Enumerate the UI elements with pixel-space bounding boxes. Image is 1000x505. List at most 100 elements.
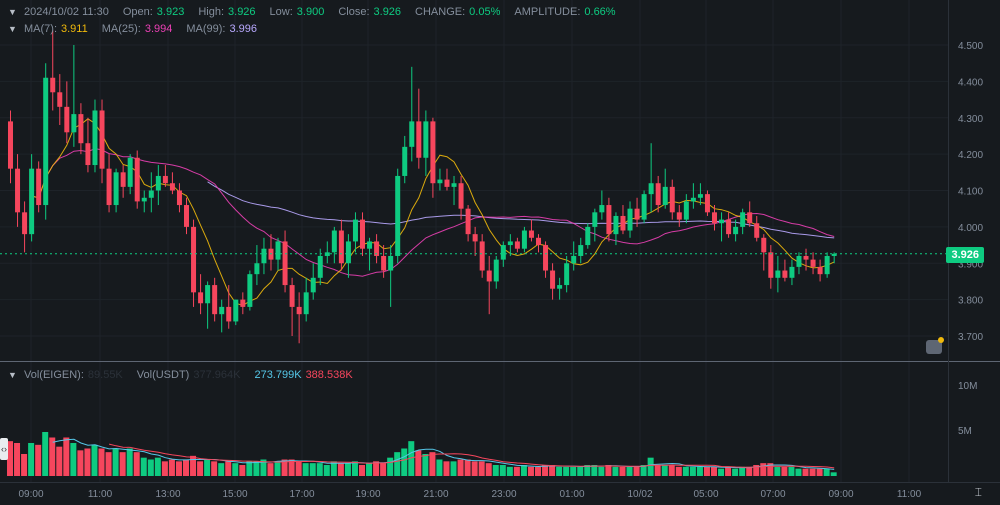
open-label: Open: [122,6,153,18]
chart-settings-button[interactable] [926,340,942,354]
volume-bar [612,466,619,476]
volume-bar [63,437,70,476]
volume-bar [767,463,774,476]
volume-ma-path [108,443,835,469]
low-value: 3.900 [296,6,325,18]
candle-body [254,263,260,275]
collapse-caret-icon[interactable]: ▼ [8,7,17,17]
volume-bar [429,452,436,476]
candle-body [141,197,147,202]
candle-body [22,212,28,235]
volume-bar [42,432,49,476]
volume-bar [422,454,429,476]
volume-bar [394,452,401,476]
candle-body [831,253,837,256]
time-tick-label: 11:00 [897,489,922,500]
volume-bar [330,461,337,476]
time-tick-label: 10/02 [627,489,652,500]
drag-handle-icon[interactable]: ‹› [0,438,8,460]
price-tick-label: 4.500 [958,41,983,52]
candle-body [8,121,13,169]
volume-bar [147,459,154,476]
candle-body [585,226,591,246]
price-axis[interactable]: 4.500 4.400 4.300 4.200 4.100 4.000 3.900 3.800… [958,41,983,343]
candle-body [416,121,422,158]
price-tick-label: 3.900 [958,259,983,270]
candle-body [704,194,710,213]
volume-tick-label: 5M [958,426,972,437]
price-tick-label: 4.000 [958,223,983,234]
volume-bar [133,452,140,476]
candle-body [465,208,471,235]
candle-body [106,168,112,206]
candle-body [536,237,541,246]
volume-bar [295,461,302,476]
volume-bar [380,463,387,476]
candle-body [282,241,288,286]
volume-bar [781,466,788,476]
candle-body [360,219,365,249]
candle-body [205,285,211,304]
volume-bar [802,468,809,476]
candle-body [571,255,577,264]
volume-axis: 10M 5M [958,381,977,437]
candle-body [550,270,556,289]
time-tick-label: 19:00 [355,489,380,500]
candle-body [669,186,675,213]
candle-body [796,255,802,267]
volume-bar [28,443,35,476]
ma25-path [31,147,835,277]
time-axis[interactable]: 09:00 11:00 13:00 15:00 17:00 19:00 21:00 23:00… [18,489,921,500]
candle-body [789,266,795,278]
ma-legend: ▼ MA(7): 3.911 MA(25): 3.994 MA(99): 3.9… [8,23,257,35]
candle-body [726,219,732,235]
high-value: 3.926 [228,6,256,18]
candle-body [289,285,295,307]
volume-bar [711,466,717,476]
volume-bar [84,448,91,476]
candle-body [627,208,633,231]
volume-bar [21,454,28,476]
volume-tick-label: 10M [958,381,977,392]
candle-body [36,168,42,206]
time-tick-label: 21:00 [423,489,448,500]
candle-body [261,248,267,264]
candle-body [352,219,358,242]
low-label: Low: [269,6,293,18]
candle-body [120,172,126,187]
volume-bar [795,468,802,476]
collapse-caret-icon[interactable]: ▼ [8,370,17,380]
candle-body [50,77,56,93]
candle-body [648,183,654,195]
high-label: High: [198,6,225,18]
collapse-caret-icon[interactable]: ▼ [8,24,17,34]
price-tick-label: 3.700 [958,332,983,343]
volume-bar [471,461,478,476]
candle-body [64,106,70,133]
volume-bar [774,466,781,476]
volume-bar [415,450,422,476]
auto-scale-icon[interactable]: ⌶ [974,485,982,499]
volume-bar [513,466,520,476]
volume-bar [485,463,492,476]
candle-body [57,92,63,107]
volume-bar [535,466,541,476]
volume-bar [316,463,323,476]
amplitude-value: 0.66% [584,6,616,18]
volume-bar [359,465,365,476]
candle-body [620,215,626,231]
candle-body [444,179,450,187]
time-tick-label: 09:00 [828,489,853,500]
candle-body [409,121,415,147]
candle-body [29,168,35,235]
ma25-value: 3.994 [144,23,173,35]
candle-body [712,212,717,224]
price-tick-label: 4.100 [958,187,983,198]
candle-body [606,205,612,235]
grid-lines [0,0,948,482]
volume-bar [351,461,358,476]
volume-bar [668,465,675,476]
volume-bar [788,466,795,476]
candle-body [733,226,739,235]
